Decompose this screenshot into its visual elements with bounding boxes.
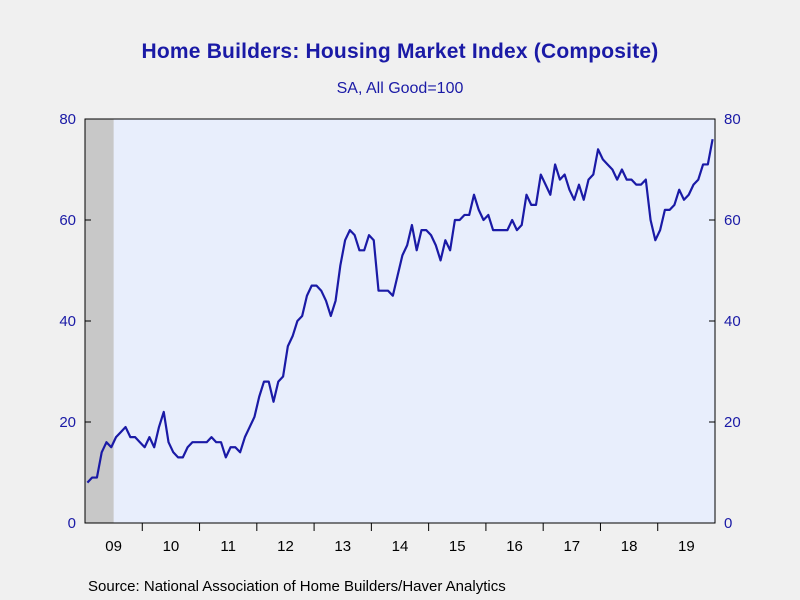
x-tick-label: 18 [621, 538, 638, 555]
series-line-housing-market-index [86, 138, 714, 484]
chart-source: Source: National Association of Home Bui… [88, 578, 506, 595]
x-tick-label: 16 [506, 538, 523, 555]
y-tick-label-right: 0 [724, 515, 732, 532]
x-tick-label: 12 [277, 538, 294, 555]
y-tick-label-left: 40 [59, 313, 76, 330]
plot-frame [84, 118, 716, 524]
y-tick-label-left: 60 [59, 212, 76, 229]
y-tick-label-left: 0 [68, 515, 76, 532]
chart-title: Home Builders: Housing Market Index (Com… [141, 40, 659, 63]
y-tick-label-right: 40 [724, 313, 741, 330]
y-tick-label-right: 60 [724, 212, 741, 229]
y-tick-label-right: 80 [724, 111, 741, 128]
x-tick-label: 19 [678, 538, 695, 555]
x-tick-label: 15 [449, 538, 466, 555]
plot-background [85, 119, 715, 523]
x-tick-label: 14 [392, 538, 409, 555]
x-tick-label: 17 [563, 538, 580, 555]
x-tick-label: 10 [163, 538, 180, 555]
y-tick-label-left: 20 [59, 414, 76, 431]
x-tick-label: 09 [105, 538, 122, 555]
tick-labels: 0 0 20 20 40 40 60 60 80 80 09 10 11 12 13 14 15 16 17 18 19 [59, 111, 740, 555]
x-tick-label: 11 [220, 538, 236, 555]
chart-subtitle: SA, All Good=100 [336, 80, 464, 97]
y-tick-label-right: 20 [724, 414, 741, 431]
tick-marks [85, 118, 715, 531]
y-tick-label-left: 80 [59, 111, 76, 128]
x-tick-label: 13 [334, 538, 351, 555]
